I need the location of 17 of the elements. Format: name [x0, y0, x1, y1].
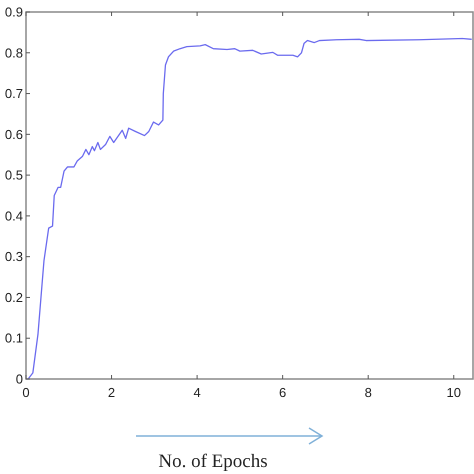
x-axis-title: No. of Epochs	[158, 451, 268, 472]
x-tick-label: 8	[364, 385, 372, 400]
y-tick-label: 0.2	[4, 290, 23, 305]
y-tick-label: 0.5	[4, 168, 23, 183]
line-series	[25, 38, 472, 380]
y-tick-label: 0.6	[4, 126, 23, 142]
x-tick-label: 10	[446, 385, 461, 400]
y-tick-label: 0.1	[4, 330, 23, 346]
y-tick-label: 0.7	[4, 86, 23, 102]
y-tick-label: 0.4	[4, 208, 23, 224]
x-tick-label: 6	[279, 385, 286, 400]
x-tick-label: 4	[193, 385, 201, 400]
y-tick-label: 0	[16, 372, 23, 386]
y-tick-label: 0.9	[4, 4, 23, 20]
y-tick-label: 0.8	[4, 45, 23, 60]
x-tick-label: 2	[108, 385, 116, 400]
y-tick-label: 0.3	[4, 249, 23, 264]
